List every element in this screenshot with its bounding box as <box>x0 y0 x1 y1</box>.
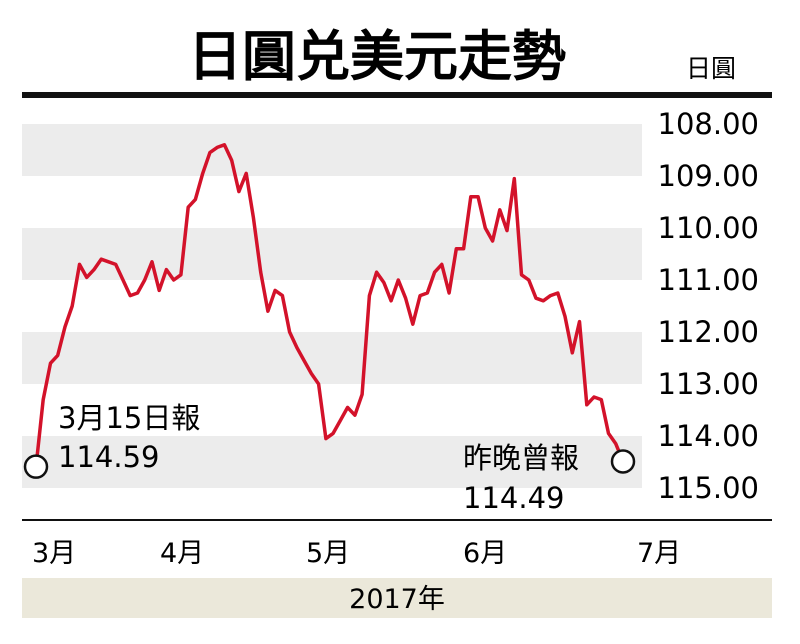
y-tick-label: 114.00 <box>658 419 759 453</box>
background-band <box>22 124 642 176</box>
start-annotation-date: 3月15日報 <box>58 401 200 435</box>
x-axis-rule <box>22 519 772 521</box>
start-point-marker <box>23 454 49 479</box>
month-label-march: 3月 <box>32 538 76 569</box>
title-rule <box>22 92 772 98</box>
y-axis-tick-labels: 108.00 109.00 110.00 111.00 112.00 113.00 114.… <box>658 107 759 505</box>
year-label: 2017年 <box>349 584 445 615</box>
y-tick-label: 109.00 <box>658 159 759 193</box>
y-tick-label: 111.00 <box>658 263 759 297</box>
chart-background-bands <box>22 124 642 488</box>
y-tick-label: 115.00 <box>658 471 759 505</box>
usd-jpy-line <box>34 143 625 469</box>
start-annotation-value: 114.59 <box>58 440 159 474</box>
month-label-june: 6月 <box>463 538 507 569</box>
year-band <box>22 578 772 618</box>
y-axis-unit-label: 日圓 <box>686 54 736 83</box>
background-band <box>22 436 642 488</box>
background-band <box>22 228 642 280</box>
y-tick-label: 113.00 <box>658 367 759 401</box>
y-tick-label: 108.00 <box>658 107 759 141</box>
y-tick-label: 112.00 <box>658 315 759 349</box>
background-band <box>22 332 642 384</box>
end-annotation-value: 114.49 <box>463 481 564 515</box>
data-line-layer <box>34 143 625 469</box>
y-tick-label: 110.00 <box>658 211 759 245</box>
end-point-marker <box>610 449 636 474</box>
month-label-april: 4月 <box>160 538 204 569</box>
month-label-july: 7月 <box>637 538 681 569</box>
chart-title: 日圓兑美元走勢 <box>188 24 566 88</box>
end-annotation-date: 昨晚曾報 <box>463 441 579 475</box>
endpoint-markers <box>23 449 636 479</box>
month-label-may: 5月 <box>306 538 350 569</box>
